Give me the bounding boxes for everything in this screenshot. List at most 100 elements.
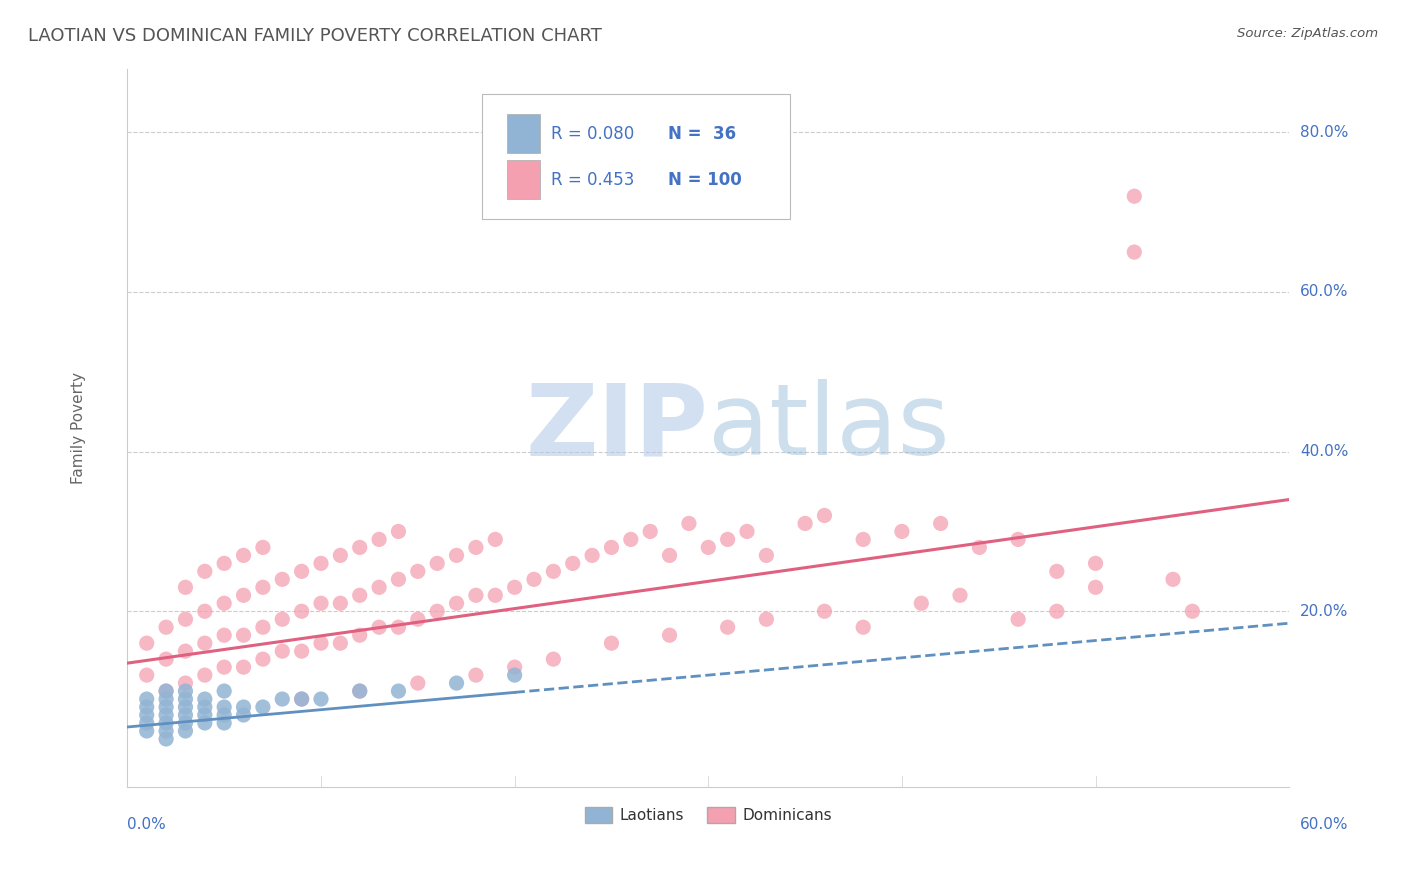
Point xyxy=(271,692,294,706)
Point xyxy=(135,723,157,738)
Point xyxy=(929,516,952,531)
Point xyxy=(135,716,157,731)
Text: R = 0.453: R = 0.453 xyxy=(551,170,634,188)
Point xyxy=(252,620,274,634)
Point xyxy=(717,533,740,547)
Point xyxy=(349,628,371,642)
Point xyxy=(1007,612,1029,626)
Point xyxy=(1084,557,1107,571)
Point xyxy=(232,588,254,602)
Point xyxy=(600,636,623,650)
Point xyxy=(1084,580,1107,594)
Point xyxy=(232,549,254,563)
Point xyxy=(194,692,217,706)
Point xyxy=(155,684,177,698)
Point xyxy=(717,620,740,634)
Point xyxy=(212,708,235,723)
Point xyxy=(484,588,506,602)
Point xyxy=(174,692,197,706)
Point xyxy=(503,580,526,594)
Point xyxy=(155,723,177,738)
Point xyxy=(464,668,486,682)
Point xyxy=(561,557,583,571)
Point xyxy=(212,557,235,571)
Point xyxy=(291,644,314,658)
Point xyxy=(309,692,332,706)
Point xyxy=(174,644,197,658)
Point xyxy=(446,596,468,610)
Point xyxy=(600,541,623,555)
Point xyxy=(426,557,449,571)
Point xyxy=(291,604,314,618)
Text: Source: ZipAtlas.com: Source: ZipAtlas.com xyxy=(1237,27,1378,40)
Text: atlas: atlas xyxy=(709,379,950,476)
Point xyxy=(446,676,468,690)
Point xyxy=(194,700,217,714)
Point xyxy=(638,524,661,539)
Point xyxy=(174,716,197,731)
Point xyxy=(406,565,429,579)
Point xyxy=(174,684,197,698)
Point xyxy=(155,652,177,666)
Point xyxy=(135,708,157,723)
Point xyxy=(212,660,235,674)
Point xyxy=(291,692,314,706)
Point xyxy=(387,620,409,634)
Point xyxy=(232,628,254,642)
Point xyxy=(252,580,274,594)
Point xyxy=(735,524,758,539)
Point xyxy=(755,612,778,626)
Point xyxy=(503,668,526,682)
Point xyxy=(794,516,817,531)
Point xyxy=(678,516,700,531)
Point xyxy=(406,676,429,690)
Point xyxy=(523,572,546,586)
Point xyxy=(1123,189,1146,203)
Text: 40.0%: 40.0% xyxy=(1301,444,1348,459)
Point xyxy=(212,716,235,731)
Point xyxy=(813,508,835,523)
Point xyxy=(658,628,681,642)
Point xyxy=(212,684,235,698)
Point xyxy=(155,620,177,634)
Text: N = 100: N = 100 xyxy=(668,170,741,188)
Point xyxy=(387,684,409,698)
Point xyxy=(252,652,274,666)
Point xyxy=(232,700,254,714)
Point xyxy=(194,716,217,731)
Point xyxy=(309,596,332,610)
Point xyxy=(194,668,217,682)
Point xyxy=(368,620,391,634)
Legend: Laotians, Dominicans: Laotians, Dominicans xyxy=(578,801,838,830)
Text: R = 0.080: R = 0.080 xyxy=(551,125,634,143)
Bar xyxy=(508,160,540,199)
Point xyxy=(387,572,409,586)
Point xyxy=(155,731,177,746)
Point xyxy=(949,588,972,602)
Point xyxy=(543,652,565,666)
Point xyxy=(174,612,197,626)
Point xyxy=(1046,604,1069,618)
Point xyxy=(291,692,314,706)
Point xyxy=(174,723,197,738)
Bar xyxy=(508,114,540,153)
Point xyxy=(155,684,177,698)
Point xyxy=(271,572,294,586)
Point xyxy=(368,533,391,547)
Point xyxy=(464,588,486,602)
Point xyxy=(813,604,835,618)
Point xyxy=(155,716,177,731)
Point xyxy=(543,565,565,579)
Text: ZIP: ZIP xyxy=(526,379,709,476)
Point xyxy=(329,596,352,610)
Point xyxy=(1123,245,1146,260)
Point xyxy=(426,604,449,618)
Point xyxy=(329,549,352,563)
Point xyxy=(271,644,294,658)
Point xyxy=(755,549,778,563)
Point xyxy=(464,541,486,555)
Point xyxy=(174,580,197,594)
Text: 80.0%: 80.0% xyxy=(1301,125,1348,140)
Point xyxy=(620,533,643,547)
Point xyxy=(890,524,912,539)
